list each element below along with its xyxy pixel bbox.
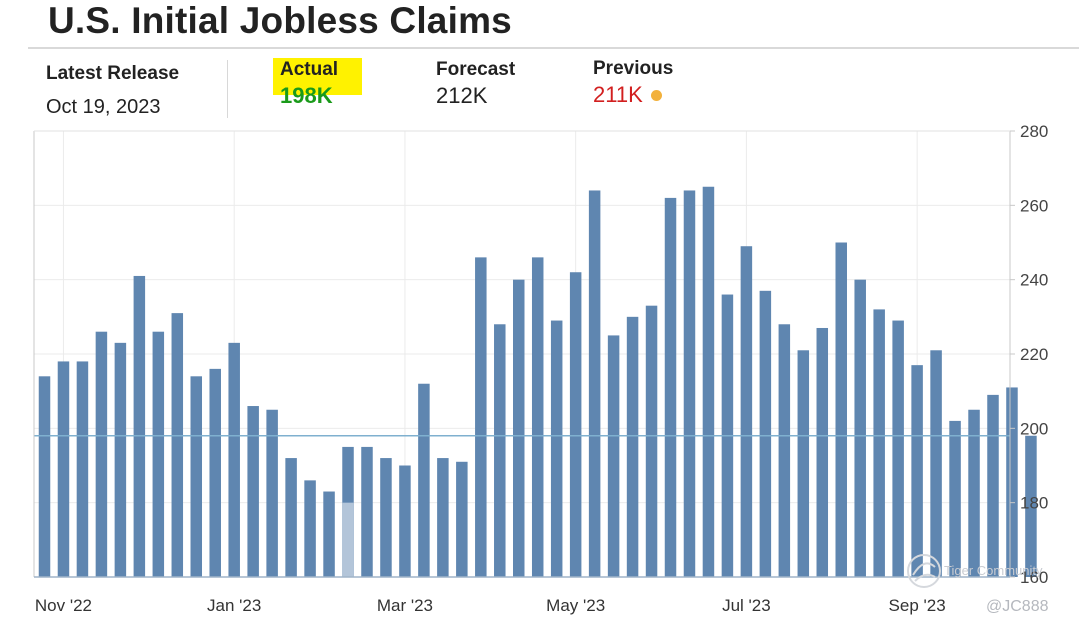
latest-release-label: Latest Release	[46, 63, 180, 84]
bar	[683, 190, 696, 577]
bar	[607, 335, 620, 577]
tiger-logo-icon	[907, 554, 941, 588]
bar	[702, 186, 715, 577]
latest-release-stat: Latest Release Oct 19, 2023	[46, 62, 179, 121]
bar	[626, 316, 639, 577]
bar	[930, 350, 942, 577]
x-tick-label: Jul '23	[722, 596, 771, 615]
previous-indicator-dot	[650, 90, 662, 101]
bar	[854, 279, 866, 577]
y-tick-label: 260	[1020, 196, 1048, 215]
stats-divider	[227, 60, 228, 118]
bar	[816, 327, 829, 577]
y-tick-label: 200	[1020, 419, 1048, 438]
title-divider	[28, 47, 1079, 49]
actual-value: 198K	[280, 83, 333, 108]
bar	[399, 465, 411, 577]
page-title: U.S. Initial Jobless Claims	[48, 0, 512, 41]
forecast-stat: Forecast 212K	[436, 58, 515, 110]
bar-hover-highlight	[342, 502, 354, 577]
bar	[968, 409, 980, 577]
y-tick-label: 280	[1020, 122, 1048, 141]
bar	[76, 361, 89, 577]
y-tick-label: 240	[1020, 271, 1048, 290]
bar	[588, 190, 601, 577]
bar	[152, 331, 165, 577]
bar	[133, 275, 146, 577]
bar	[494, 324, 506, 577]
bar	[114, 342, 127, 577]
bar	[418, 383, 430, 577]
bar	[778, 324, 791, 577]
bar	[645, 305, 658, 577]
bar	[892, 320, 904, 577]
x-tick-label: Mar '23	[377, 596, 433, 615]
forecast-value: 212K	[436, 83, 488, 108]
actual-stat: Actual 198K	[273, 58, 338, 110]
bar	[266, 409, 278, 577]
previous-stat: Previous 211K	[593, 57, 673, 109]
watermark-text: Tiger Community	[944, 563, 1043, 578]
bar	[797, 350, 810, 577]
bar	[38, 376, 51, 577]
bar	[569, 272, 582, 577]
bar	[664, 197, 677, 577]
bar	[285, 458, 297, 577]
x-tick-label: Sep '23	[889, 596, 946, 615]
bar	[247, 406, 259, 577]
bar	[759, 290, 772, 577]
bar	[873, 309, 885, 577]
actual-label: Actual	[280, 59, 339, 80]
bar	[228, 342, 240, 577]
bar	[95, 331, 108, 577]
previous-value: 211K	[593, 82, 643, 107]
forecast-label: Forecast	[436, 59, 516, 80]
bar	[171, 313, 184, 577]
previous-label: Previous	[593, 58, 674, 79]
bar	[361, 446, 373, 577]
bar	[740, 246, 753, 577]
y-tick-label: 180	[1020, 494, 1048, 513]
previous-value-row: 211K	[593, 81, 673, 109]
y-tick-label: 220	[1020, 345, 1048, 364]
bar	[835, 242, 847, 577]
y-tick-label: 160	[1020, 568, 1048, 587]
bar	[209, 368, 221, 577]
actual-highlight	[273, 58, 362, 95]
bar	[911, 365, 923, 577]
bar	[1006, 387, 1018, 577]
bar	[304, 480, 316, 577]
bar	[456, 461, 468, 577]
latest-release-value: Oct 19, 2023	[46, 96, 161, 118]
author-handle: @JC888	[986, 598, 1049, 615]
x-tick-label: May '23	[546, 596, 605, 615]
bar	[550, 320, 563, 577]
bar	[57, 361, 70, 577]
bar	[475, 257, 487, 577]
bar	[949, 420, 961, 577]
bar	[437, 458, 449, 577]
bar	[513, 279, 525, 577]
bar	[190, 376, 203, 577]
bar	[987, 394, 999, 577]
bar	[323, 491, 335, 577]
bar	[1025, 435, 1037, 577]
x-tick-label: Nov '22	[35, 596, 92, 615]
bar	[531, 257, 544, 577]
x-tick-label: Jan '23	[207, 596, 261, 615]
bar	[380, 458, 392, 577]
